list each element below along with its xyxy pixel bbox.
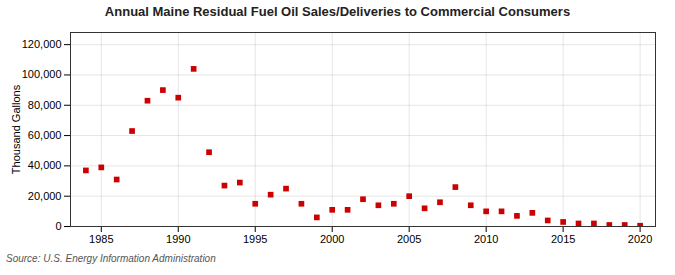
svg-text:1985: 1985: [89, 233, 113, 245]
svg-text:2020: 2020: [628, 233, 652, 245]
svg-text:Thousand Gallons: Thousand Gallons: [10, 84, 22, 174]
svg-text:100,000: 100,000: [22, 68, 62, 80]
svg-text:0: 0: [55, 220, 61, 232]
svg-text:2000: 2000: [320, 233, 344, 245]
svg-text:60,000: 60,000: [28, 129, 62, 141]
html-text:Annual Maine Residual Fuel Oil: Annual Maine Residual Fuel Oil Sales/Del…: [104, 4, 571, 19]
svg-text:40,000: 40,000: [28, 159, 62, 171]
svg-text:2015: 2015: [551, 233, 575, 245]
svg-text:120,000: 120,000: [22, 38, 62, 50]
html-text:Source: U.S. Energy Informatio: Source: U.S. Energy Information Administ…: [6, 253, 216, 264]
svg-text:1990: 1990: [166, 233, 190, 245]
svg-text:1995: 1995: [243, 233, 267, 245]
svg-text:2010: 2010: [474, 233, 498, 245]
svg-text:2005: 2005: [397, 233, 421, 245]
svg-text:80,000: 80,000: [28, 99, 62, 111]
svg-text:20,000: 20,000: [28, 190, 62, 202]
